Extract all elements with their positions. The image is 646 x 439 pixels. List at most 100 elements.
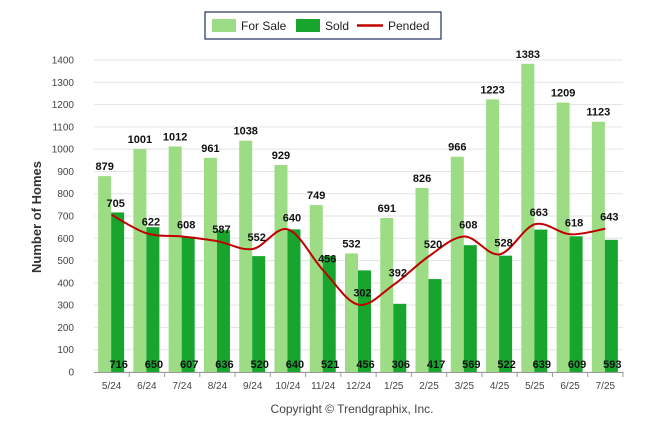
legend-swatch-for-sale [212,19,236,32]
bar-for-sale [168,146,182,372]
x-tick-label: 7/24 [172,381,192,392]
pended-value-label: 622 [142,216,160,228]
sold-value-label: 639 [533,359,551,371]
bar-sold [393,303,407,372]
x-tick-label: 6/24 [137,381,157,392]
x-tick-label: 8/24 [208,381,228,392]
bar-sold [358,270,371,372]
y-tick-label: 400 [57,278,74,289]
y-tick-label: 0 [68,368,74,379]
pended-value-label: 528 [494,237,512,249]
bar-sold [146,227,160,372]
sold-value-label: 640 [286,359,304,371]
bar-sold [604,239,618,372]
bar-sold [428,279,442,372]
bar-for-sale [521,63,535,372]
bar-for-sale [450,156,464,372]
x-tick-label: 1/25 [384,381,404,392]
sold-value-label: 521 [321,359,339,371]
bar-for-sale [415,187,429,372]
for-sale-value-label: 532 [342,238,360,250]
y-tick-label: 1400 [52,56,75,67]
labels-layer: 879 716 1001 650 1012 607 961 636 1038 520 929 640 7… [95,49,621,371]
bar-for-sale [345,253,358,372]
pended-value-label: 618 [565,217,583,229]
x-tick-label: 2/25 [419,381,439,392]
for-sale-value-label: 929 [272,150,290,162]
pended-value-label: 608 [177,220,195,232]
y-tick-label: 300 [57,301,74,312]
pended-value-label: 302 [353,288,371,300]
for-sale-value-label: 691 [378,203,396,215]
y-tick-label: 700 [57,212,74,223]
pended-value-label: 520 [424,239,442,251]
sold-value-label: 650 [145,359,163,371]
bar-sold [111,212,125,372]
bar-for-sale [133,148,147,372]
bar-for-sale [239,140,253,372]
y-tick-label: 1300 [52,78,75,89]
x-tick-label: 6/25 [560,381,580,392]
bar-sold [569,236,583,372]
bar-sold [287,229,301,372]
x-tick-label: 10/24 [275,381,300,392]
sold-value-label: 716 [109,359,127,371]
bar-sold [463,245,477,372]
line-pended [111,214,606,306]
x-tick-label: 4/25 [490,381,510,392]
bar-sold [499,255,513,372]
pended-value-label: 705 [106,198,124,210]
bar-sold [534,229,548,372]
sold-value-label: 456 [356,359,374,371]
for-sale-value-label: 1038 [233,126,257,138]
legend-swatch-sold [296,19,320,32]
for-sale-value-label: 961 [201,143,219,155]
for-sale-value-label: 826 [413,173,431,185]
pended-value-label: 643 [600,212,618,224]
x-tick-label: 5/25 [525,381,545,392]
sold-value-label: 593 [603,359,621,371]
x-tick-label: 12/24 [346,381,371,392]
bars-layer [98,63,618,373]
bar-for-sale [203,157,217,372]
y-tick-label: 1200 [52,100,75,111]
sold-value-label: 520 [251,359,269,371]
pended-value-label: 392 [389,268,407,280]
y-tick-label: 1000 [52,145,75,156]
legend-label-sold: Sold [325,19,349,33]
x-tick-label: 11/24 [311,381,336,392]
legend: For Sale Sold Pended [204,11,442,40]
bar-sold [181,236,195,372]
y-tick-label: 1100 [52,122,74,133]
y-tick-label: 800 [57,189,74,200]
bar-sold [322,255,336,372]
pended-value-label: 663 [530,207,548,219]
legend-box [204,11,442,40]
sold-value-label: 609 [568,359,586,371]
bar-sold [252,256,266,372]
pended-value-label: 456 [318,253,336,265]
legend-label-pended: Pended [388,19,429,33]
bar-for-sale [591,121,605,372]
for-sale-value-label: 749 [307,190,325,202]
bar-sold [216,230,230,372]
sold-value-label: 636 [215,359,233,371]
for-sale-value-label: 1123 [586,107,610,119]
line-layer [111,214,606,306]
pended-value-label: 608 [459,220,477,232]
for-sale-value-label: 1012 [163,131,187,143]
x-tick-label: 7/25 [596,381,616,392]
y-tick-label: 500 [57,256,74,267]
x-tick-label: 9/24 [243,381,263,392]
for-sale-value-label: 879 [95,161,113,173]
y-axis-label: Number of Homes [29,161,44,273]
for-sale-value-label: 966 [448,142,466,154]
sold-value-label: 306 [392,359,410,371]
bar-for-sale [98,176,112,372]
y-tick-label: 600 [57,234,74,245]
x-tick-label: 5/24 [102,381,122,392]
pended-value-label: 552 [248,232,266,244]
legend-label-for-sale: For Sale [241,19,287,33]
sold-value-label: 607 [180,359,198,371]
